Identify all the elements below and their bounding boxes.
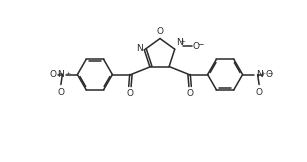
Text: +: + [65,70,70,75]
Text: O: O [157,27,164,36]
Text: O: O [256,87,262,97]
Text: O: O [193,42,200,51]
Text: O: O [126,89,133,98]
Text: O: O [57,87,64,97]
Text: +: + [260,70,265,75]
Text: O: O [265,69,272,79]
Text: N: N [257,70,263,79]
Text: O: O [50,69,57,79]
Text: N: N [176,38,182,47]
Text: N: N [136,44,143,53]
Text: O: O [187,89,194,98]
Text: −: − [197,40,203,50]
Text: N: N [56,70,63,79]
Text: −: − [268,70,273,75]
Text: −: − [57,70,63,75]
Text: +: + [179,39,185,45]
